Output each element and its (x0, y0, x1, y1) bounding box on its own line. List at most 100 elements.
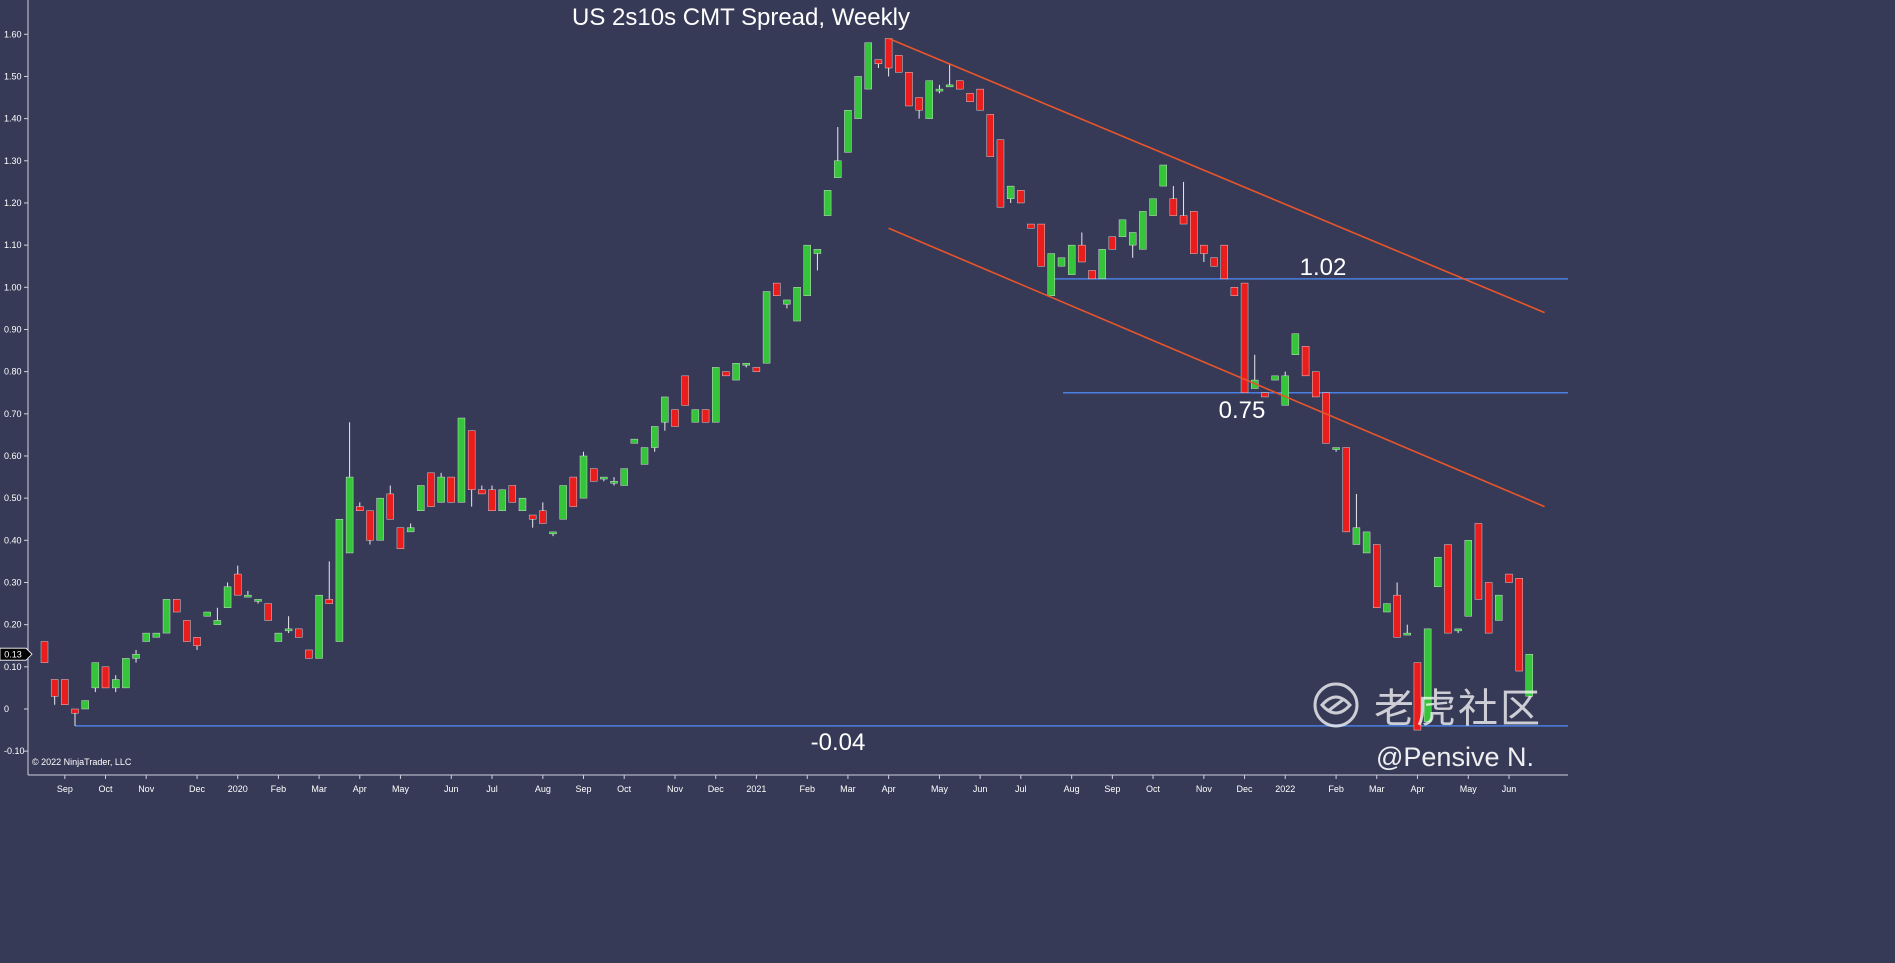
x-tick-label: 2020 (228, 784, 248, 794)
candle-down (1322, 392, 1330, 444)
candle-down (478, 489, 486, 495)
candle-up (1291, 333, 1300, 355)
candle-down (305, 649, 313, 659)
trend-line (888, 37, 1545, 314)
chart: 1.60 1.50 1.40 1.30 1.20 1.10 1.00 0.90 0.80 0.70… (0, 0, 1568, 794)
x-tick-label: Mar (1369, 784, 1385, 794)
current-value-label: 0.13 (4, 650, 22, 660)
candle-up (732, 363, 740, 381)
candle-up (742, 363, 750, 366)
candle-up (213, 620, 222, 625)
candle-down (366, 510, 374, 541)
candle-up (284, 628, 293, 632)
candle-up (81, 700, 89, 710)
x-tick-label: Feb (799, 784, 815, 794)
candle-down (956, 80, 964, 90)
annotations: 1.02 0.75 -0.04 0.13 (0, 254, 1346, 756)
level-label: 0.75 (1219, 397, 1266, 424)
x-tick-label: Dec (1237, 784, 1254, 794)
x-tick-label: May (392, 784, 410, 794)
y-tick-label: 0.30 (4, 577, 22, 587)
x-tick-label: Dec (708, 784, 725, 794)
y-tick-label: 0.60 (4, 451, 22, 461)
candle-up (610, 481, 618, 484)
candle-down (1230, 287, 1239, 296)
y-tick-label: 1.30 (4, 156, 22, 166)
candle-down (325, 599, 333, 604)
candle-up (1057, 257, 1066, 267)
candle-down (1261, 392, 1269, 398)
candle-down (976, 88, 984, 111)
candle-up (244, 594, 252, 598)
candle-up (762, 291, 771, 364)
x-tick-label: 2022 (1275, 784, 1295, 794)
candle-down (488, 489, 496, 512)
x-tick-label: Sep (1104, 784, 1120, 794)
candle-down (61, 679, 69, 705)
candle-down (183, 620, 191, 642)
candle-up (335, 519, 344, 642)
x-tick-label: Aug (535, 784, 551, 794)
trend-line (888, 227, 1545, 508)
candle-down (508, 485, 517, 503)
candle-down (1240, 282, 1249, 393)
candle-down (193, 637, 201, 646)
chart-title: US 2s10s CMT Spread, Weekly (572, 4, 910, 31)
candle-down (1037, 223, 1045, 267)
x-tick-label: Oct (617, 784, 632, 794)
candle-down (1413, 662, 1422, 731)
candle-down (173, 599, 181, 613)
candle-up (111, 679, 120, 689)
x-tick-label: Apr (882, 784, 896, 794)
candle-down (966, 93, 974, 102)
candle-up (651, 426, 659, 448)
watermark-brand: 老虎社区 (1312, 676, 1542, 734)
x-tick-label: Jun (973, 784, 988, 794)
current-value-marker (0, 647, 33, 661)
tiger-logo-icon (1313, 682, 1359, 728)
axes: 1.60 1.50 1.40 1.30 1.20 1.10 1.00 0.90 0.80 0.70… (4, 0, 1568, 794)
candle-up (1464, 540, 1473, 617)
candle-up (1067, 244, 1076, 275)
candle-down (467, 430, 476, 490)
candle-up (1006, 185, 1015, 199)
candle-down (396, 527, 405, 549)
candle-up (1047, 253, 1056, 296)
candle-up (274, 632, 283, 642)
candle-down (234, 573, 242, 596)
candle-down (722, 371, 730, 377)
candle-up (579, 455, 588, 499)
x-tick-label: Feb (271, 784, 287, 794)
x-tick-label: Jun (444, 784, 459, 794)
candle-down (1301, 346, 1310, 377)
candle-down (589, 468, 598, 482)
x-tick-label: Dec (189, 784, 206, 794)
candle-down (701, 409, 710, 423)
candle-up (783, 299, 791, 305)
candle-up (162, 599, 171, 634)
x-tick-label: Sep (57, 784, 73, 794)
candle-down (884, 38, 893, 69)
candle-up (549, 531, 557, 535)
candle-down (569, 476, 578, 507)
candle-down (1505, 573, 1513, 583)
candle-down (1078, 244, 1086, 263)
candle-down (1312, 371, 1320, 398)
candle-up (793, 287, 801, 322)
candle-up (203, 611, 211, 617)
candle-up (1332, 447, 1340, 450)
candle-down (1393, 594, 1401, 638)
y-tick-label: 1.50 (4, 71, 22, 81)
candle-up (376, 497, 384, 541)
candle-up (1495, 594, 1503, 621)
y-tick-label: 0.90 (4, 324, 22, 334)
candle-down (528, 514, 537, 520)
y-tick-label: -0.10 (4, 746, 25, 756)
candle-up (132, 653, 140, 659)
x-tick-label: Apr (1410, 784, 1424, 794)
candle-up (712, 367, 720, 423)
candle-up (1423, 628, 1432, 722)
candle-up (620, 468, 628, 486)
candle-down (752, 367, 761, 372)
candle-up (630, 438, 639, 444)
